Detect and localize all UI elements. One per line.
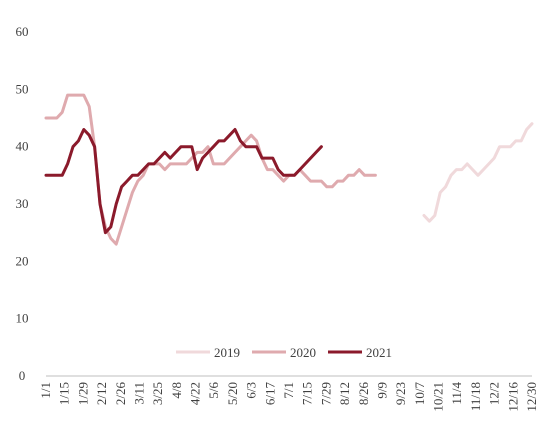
x-tick-label: 12/2 [487,382,502,405]
y-tick-label: 20 [16,253,29,268]
x-tick-label: 6/17 [262,382,277,406]
legend-label-2021: 2021 [366,345,392,360]
x-tick-label: 2/26 [113,382,128,406]
x-tick-label: 1/15 [57,382,72,405]
y-tick-label: 10 [16,311,29,326]
y-tick-label: 50 [16,81,29,96]
x-tick-label: 9/9 [374,382,389,399]
x-tick-label: 9/23 [393,382,408,405]
legend: 2019 2020 2021 [176,345,392,360]
x-tick-label: 11/18 [468,382,483,411]
x-tick-label: 4/8 [169,382,184,399]
x-tick-label: 12/16 [505,382,520,412]
x-tick-label: 7/15 [300,382,315,405]
x-tick-label: 11/4 [449,382,464,405]
y-tick-label: 40 [16,139,29,154]
x-tick-label: 4/22 [188,382,203,405]
series-line-2019 [422,122,534,223]
x-tick-label: 1/29 [75,382,90,405]
x-tick-label: 2/12 [94,382,109,405]
y-tick-label: 30 [16,196,29,211]
x-tick-label: 7/1 [281,382,296,399]
x-tick-label: 5/20 [225,382,240,405]
x-tick-label: 8/26 [356,382,371,406]
series-layer [44,93,534,246]
x-tick-label: 10/7 [412,382,427,406]
x-tick-label: 3/25 [150,382,165,405]
x-tick-label: 8/12 [337,382,352,405]
x-tick-label: 6/3 [244,382,259,399]
series-line-2021 [44,128,323,235]
legend-label-2020: 2020 [290,345,316,360]
x-tick-label: 5/6 [206,382,221,399]
y-axis: 0 10 20 30 40 50 60 [16,24,29,383]
y-tick-label: 60 [16,24,29,39]
x-axis: 1/1 1/15 1/29 2/12 2/26 3/11 3/25 4/8 4/22 5/6 5/2… [38,382,539,412]
legend-label-2019: 2019 [214,345,240,360]
x-tick-label: 3/11 [131,382,146,405]
x-tick-label: 12/30 [524,382,539,412]
x-tick-label: 7/29 [318,382,333,405]
x-tick-label: 1/1 [38,382,53,399]
y-tick-label: 0 [19,368,26,383]
x-tick-label: 10/21 [431,382,446,412]
